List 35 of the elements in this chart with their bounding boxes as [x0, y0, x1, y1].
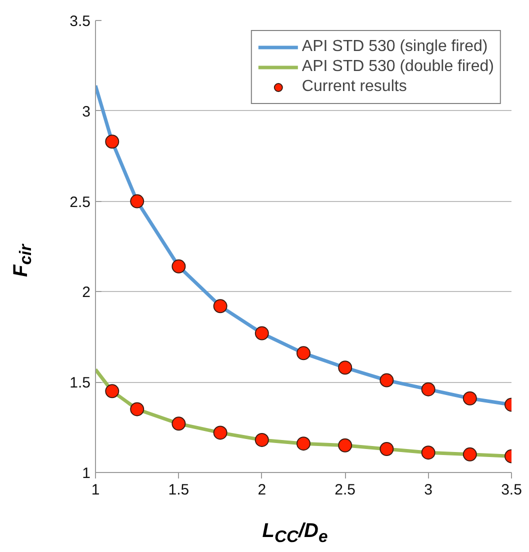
x-tick-label: 2.5 [334, 482, 356, 498]
point [462, 391, 477, 406]
point [338, 360, 352, 375]
point [105, 384, 120, 398]
point [380, 442, 394, 456]
point [254, 432, 269, 447]
x-tick-label: 2 [258, 482, 266, 498]
y-tick-label: 2.5 [70, 194, 91, 211]
x-tick-label: 3.5 [501, 482, 522, 498]
point [462, 447, 477, 462]
x-tick-label: 1.5 [168, 482, 190, 498]
y-tick-label: 3 [82, 103, 90, 120]
y-tick-label: 2 [82, 284, 90, 302]
point [213, 299, 228, 314]
legend-label: Current results [302, 78, 407, 96]
point [296, 346, 310, 360]
point [130, 194, 144, 208]
point [130, 402, 144, 416]
legend-label: API STD 530 (double fired) [302, 58, 494, 76]
point [380, 373, 394, 388]
x-axis-title: L$_{CC}$/D$_{e}$ [262, 519, 328, 548]
point [172, 416, 186, 431]
point [421, 382, 436, 396]
y-tick-label: 3.5 [70, 13, 91, 30]
point [172, 259, 186, 274]
point [338, 438, 352, 452]
point [296, 436, 310, 451]
y-tick-label: 1 [82, 465, 90, 482]
point [421, 446, 436, 460]
point [254, 326, 269, 340]
y-tick-label: 1.5 [70, 374, 91, 392]
x-tick-label: 3 [424, 482, 432, 498]
point [105, 134, 120, 149]
point [213, 426, 228, 440]
legend-label: API STD 530 (single fired) [302, 38, 488, 56]
